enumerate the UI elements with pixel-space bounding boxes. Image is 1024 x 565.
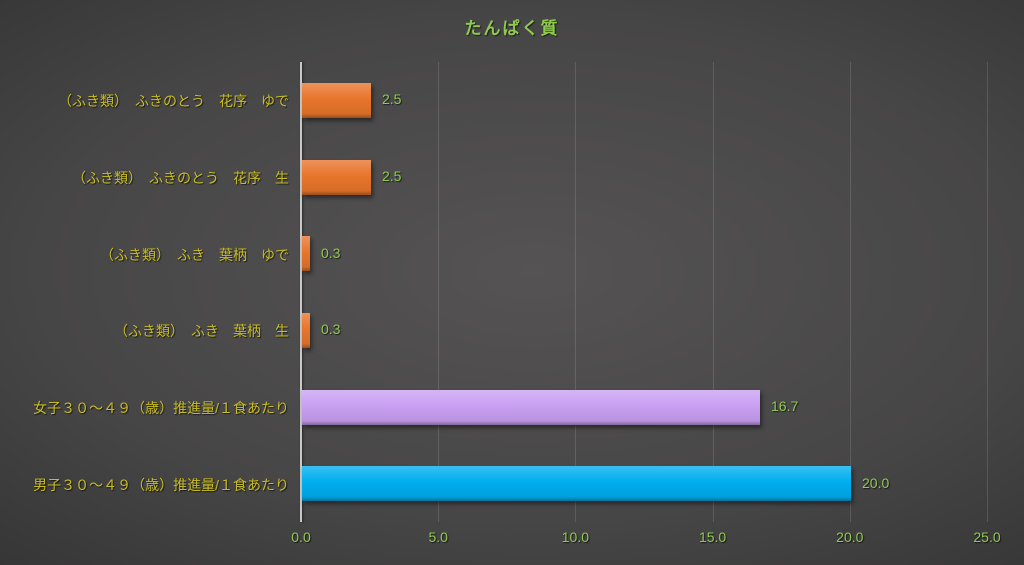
value-label: 16.7 xyxy=(771,398,799,414)
gridline xyxy=(712,62,714,522)
category-label: （ふき類） ふき 葉柄 ゆで xyxy=(100,247,289,263)
x-tick-label: 5.0 xyxy=(428,529,448,545)
x-tick-label: 20.0 xyxy=(836,529,864,545)
bar xyxy=(302,83,371,118)
bar xyxy=(302,466,851,501)
y-axis-line xyxy=(300,62,302,522)
gridline xyxy=(438,62,440,522)
bar xyxy=(302,160,371,195)
category-label: （ふき類） ふきのとう 花序 ゆで xyxy=(58,93,289,109)
bar xyxy=(302,236,310,271)
chart-title: たんぱく質 xyxy=(464,19,560,38)
bar xyxy=(302,390,760,425)
value-label: 20.0 xyxy=(862,475,890,491)
value-label: 2.5 xyxy=(382,168,402,184)
category-label: 男子３０～４９（歳）推進量/１食あたり xyxy=(33,477,289,493)
x-tick-label: 0.0 xyxy=(291,529,311,545)
category-label: （ふき類） ふき 葉柄 生 xyxy=(114,323,289,339)
gridline xyxy=(849,62,851,522)
gridline xyxy=(987,62,988,522)
gridline xyxy=(575,62,577,522)
bar xyxy=(302,313,310,348)
value-label: 0.3 xyxy=(321,245,341,261)
category-label: （ふき類） ふきのとう 花序 生 xyxy=(72,170,289,186)
x-tick-label: 15.0 xyxy=(698,529,727,545)
value-label: 2.5 xyxy=(382,91,402,107)
x-tick-label: 10.0 xyxy=(561,529,590,545)
value-label: 0.3 xyxy=(321,321,341,337)
category-label: 女子３０～４９（歳）推進量/１食あたり xyxy=(33,400,289,416)
x-tick-label: 25.0 xyxy=(973,529,1001,545)
